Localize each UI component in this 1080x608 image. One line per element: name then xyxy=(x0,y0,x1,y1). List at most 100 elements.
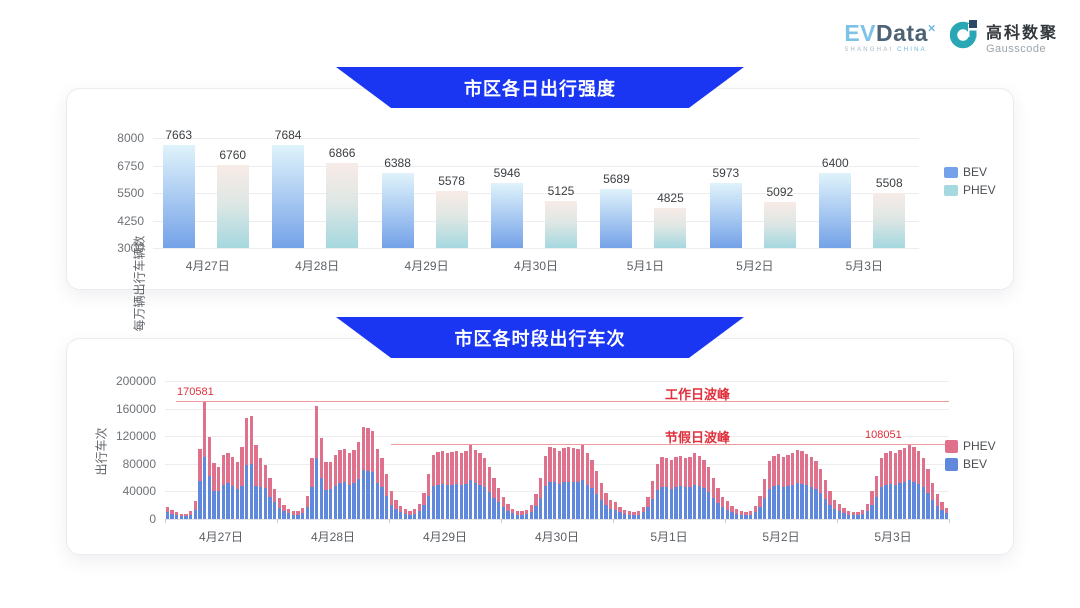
legend-label: BEV xyxy=(963,165,988,179)
stack-bar-phev xyxy=(469,444,473,481)
stack-bar-bev xyxy=(576,482,580,519)
stack-bar-phev xyxy=(623,510,627,515)
stack-bar-phev xyxy=(366,427,370,471)
stack-bar-phev xyxy=(329,461,333,490)
bar-value-label: 5973 xyxy=(712,165,740,180)
stack-bar-phev xyxy=(217,466,221,492)
stack-bar-bev xyxy=(730,512,734,519)
stack-bar-phev xyxy=(875,476,879,497)
stack-bar-phev xyxy=(520,511,524,515)
stack-bar-bev xyxy=(268,496,272,519)
stack-bar-phev xyxy=(791,452,795,485)
stack-bar-bev xyxy=(889,483,893,519)
stack-bar-bev xyxy=(767,488,771,519)
stack-bar-bev xyxy=(296,514,300,519)
header-logos: EVData× SHANGHAI CHINA 高科数聚 Gausscode xyxy=(844,18,1058,55)
stack-bar-bev xyxy=(394,508,398,519)
stack-bar-phev xyxy=(408,510,412,515)
stack-bar-phev xyxy=(753,505,757,513)
stack-bar-bev xyxy=(333,485,337,519)
stack-bar-bev xyxy=(301,513,305,519)
stack-bar-bev xyxy=(753,512,757,519)
stack-bar-phev xyxy=(324,462,328,491)
stack-bar-phev xyxy=(226,453,230,484)
stack-bar-bev xyxy=(665,487,669,519)
stack-bar-phev xyxy=(767,461,771,489)
stack-bar-bev xyxy=(357,478,361,519)
stack-bar-bev xyxy=(800,483,804,519)
stack-bar-phev xyxy=(884,453,888,486)
stack-bar-bev xyxy=(529,511,533,519)
stack-bar-bev xyxy=(683,487,687,519)
stack-bar-bev xyxy=(618,512,622,519)
stack-bar-phev xyxy=(800,451,804,484)
y-tick-label: 40000 xyxy=(122,484,156,499)
gridline xyxy=(153,248,919,249)
bar-value-label: 7684 xyxy=(274,127,302,142)
legend-label: PHEV xyxy=(963,439,996,453)
stack-bar-bev xyxy=(795,483,799,519)
stack-bar-phev xyxy=(903,447,907,482)
stack-bar-bev xyxy=(198,481,202,519)
stack-bar-bev xyxy=(291,514,295,519)
stack-bar-phev xyxy=(865,503,869,512)
stack-bar-phev xyxy=(744,512,748,516)
stack-bar-phev xyxy=(291,510,295,515)
stack-bar-phev xyxy=(763,479,767,499)
stack-bar-phev xyxy=(193,501,197,511)
bar-bev xyxy=(162,145,195,248)
stack-bar-phev xyxy=(781,456,785,487)
stack-bar-bev xyxy=(585,484,589,519)
legend-item-bev[interactable]: BEV xyxy=(944,165,996,179)
stack-bar-bev xyxy=(492,497,496,519)
x-axis-tick xyxy=(277,519,278,523)
stack-bar-phev xyxy=(455,451,459,484)
stack-bar-bev xyxy=(543,485,547,519)
legend-label: PHEV xyxy=(963,183,996,197)
x-axis-tick xyxy=(613,519,614,523)
chart1-title: 市区各日出行强度 xyxy=(464,78,616,99)
stack-bar-phev xyxy=(338,450,342,484)
gausscode-wordmark: 高科数聚 Gausscode xyxy=(986,19,1058,55)
stack-bar-phev xyxy=(641,506,645,513)
stack-bar-bev xyxy=(413,513,417,519)
stack-bar-bev xyxy=(809,486,813,519)
hourly-trips-title-banner: 市区各时段出行车次 xyxy=(336,317,744,358)
stack-bar-bev xyxy=(450,484,454,519)
stack-bar-bev xyxy=(165,512,169,519)
stack-bar-bev xyxy=(436,484,440,519)
stack-bar-bev xyxy=(571,482,575,519)
x-tick-label: 4月30日 xyxy=(534,530,580,544)
legend-item-bev[interactable]: BEV xyxy=(945,457,996,471)
stack-bar-bev xyxy=(408,514,412,519)
stack-bar-bev xyxy=(455,483,459,519)
y-tick-label: 3000 xyxy=(117,241,144,255)
bar-bev xyxy=(709,182,742,248)
stack-bar-bev xyxy=(819,493,823,519)
stack-bar-phev xyxy=(707,466,711,493)
y-tick-label: 120000 xyxy=(115,429,156,444)
stack-bar-bev xyxy=(721,507,725,519)
stack-bar-bev xyxy=(469,480,473,519)
stack-bar-phev xyxy=(548,446,552,482)
stack-bar-phev xyxy=(352,450,356,484)
stack-bar-phev xyxy=(506,503,510,512)
stack-bar-phev xyxy=(926,469,930,494)
stack-bar-bev xyxy=(347,484,351,519)
stack-bar-bev xyxy=(329,489,333,519)
stack-bar-phev xyxy=(585,452,589,485)
stack-bar-phev xyxy=(632,512,636,516)
stack-bar-bev xyxy=(184,515,188,519)
bar-value-label: 5946 xyxy=(493,166,521,181)
stack-bar-bev xyxy=(898,483,902,519)
stack-bar-bev xyxy=(674,486,678,519)
stack-bar-phev xyxy=(893,452,897,485)
legend-item-phev[interactable]: PHEV xyxy=(944,183,996,197)
y-tick-label: 8000 xyxy=(117,131,144,145)
stack-bar-phev xyxy=(534,494,538,506)
stack-bar-phev xyxy=(861,510,865,515)
legend-item-phev[interactable]: PHEV xyxy=(945,439,996,453)
stack-bar-bev xyxy=(548,481,552,519)
stack-bar-bev xyxy=(744,515,748,519)
y-tick-label: 6750 xyxy=(117,158,144,173)
